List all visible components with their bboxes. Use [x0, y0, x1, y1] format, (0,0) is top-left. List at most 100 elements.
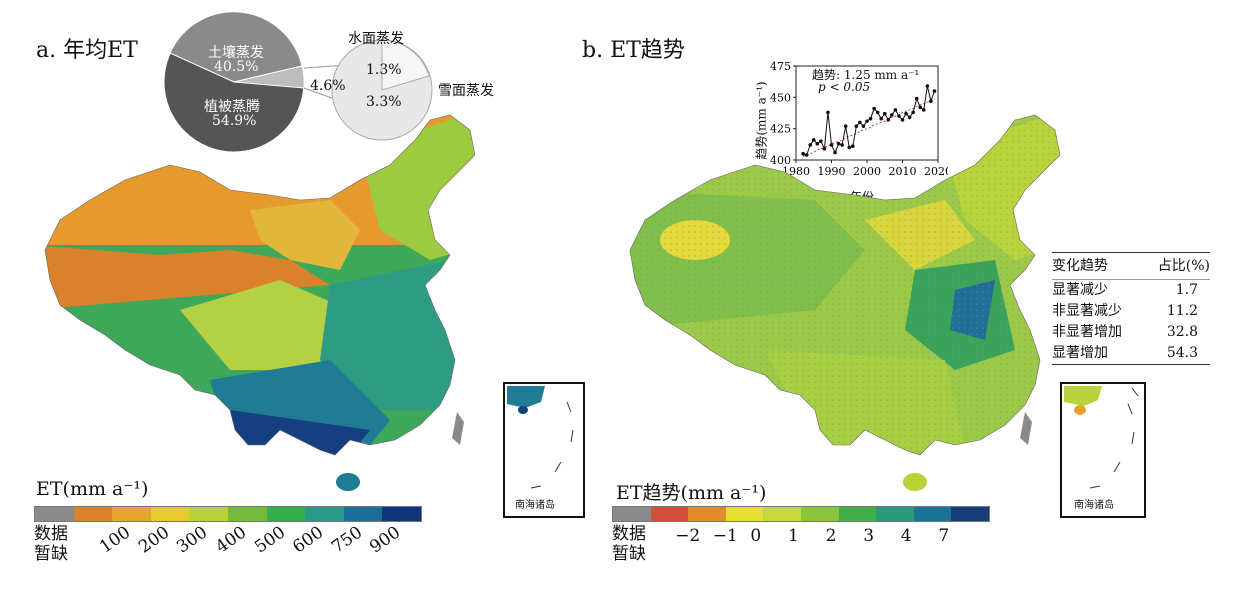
et-data-point — [858, 120, 862, 125]
legend-a-title: ET(mm a⁻¹) — [36, 478, 149, 500]
panel-b-title: b. ET趋势 — [582, 38, 685, 63]
table-cell-label: 非显著减少 — [1052, 303, 1122, 319]
x-tick-label: 2000 — [853, 165, 881, 178]
south-china-sea-inset-a: 南海诸岛 — [503, 382, 585, 518]
colorbar-tick-label: 750 — [327, 522, 367, 558]
colorbar-swatch — [688, 507, 726, 521]
et-data-point — [879, 116, 883, 121]
et-trend-line-chart: 40042545047519801990200020102020 — [770, 60, 948, 178]
colorbar-tick-label: 900 — [366, 522, 405, 558]
et-data-point — [890, 113, 894, 117]
table-row: 显著减少 1.7 — [1052, 280, 1210, 301]
et-data-point — [811, 138, 816, 142]
table-cell-value: 11.2 — [1166, 303, 1198, 319]
colorbar-swatch — [382, 507, 421, 521]
colorbar-tick-label: 500 — [250, 522, 289, 558]
colorbar-swatch — [838, 507, 877, 521]
panel-a-title: a. 年均ET — [36, 38, 138, 63]
colorbar-tick-label: 7 — [938, 526, 950, 546]
table-cell-label: 非显著增加 — [1052, 324, 1122, 340]
et-data-point — [918, 105, 923, 110]
colorbar-swatch — [73, 507, 113, 521]
sub-pie-water — [381, 39, 430, 91]
table-cell-value: 54.3 — [1166, 345, 1198, 361]
inset-label-b: 南海诸岛 — [1074, 500, 1114, 511]
et-data-point — [882, 111, 887, 116]
et-data-point — [804, 153, 809, 157]
colorbar-swatch — [800, 507, 839, 521]
x-tick-label: 2010 — [889, 165, 917, 178]
et-data-point — [822, 146, 827, 151]
colorbar-swatch — [650, 507, 689, 521]
x-tick-label: 1990 — [818, 165, 846, 178]
et-data-point — [875, 110, 880, 115]
trend-line — [802, 98, 935, 157]
et-data-point — [847, 145, 852, 150]
hainan-island-b — [903, 473, 927, 491]
et-data-point — [929, 99, 933, 103]
legend-b-title: ET趋势(mm a⁻¹) — [616, 482, 767, 504]
china-et-map — [44, 114, 476, 491]
sub-pie-label-water: 水面蒸发 — [348, 31, 404, 47]
et-data-point — [922, 108, 926, 112]
pie-label-soil: 土壤蒸发 — [208, 45, 264, 61]
colorbar-swatch — [189, 507, 228, 521]
legend-a-colorbar — [34, 506, 422, 522]
et-data-point — [872, 106, 876, 111]
sub-pie-value-water: 1.3% — [366, 62, 402, 78]
pie-label-transpiration: 植被蒸腾 — [204, 99, 260, 115]
table-row: 显著增加 54.3 — [1052, 343, 1210, 365]
et-data-point — [925, 84, 930, 88]
table-row: 非显著增加 32.8 — [1052, 322, 1210, 343]
y-tick-label: 425 — [770, 123, 791, 136]
et-component-pie — [163, 11, 433, 153]
x-tick-label: 2020 — [924, 165, 948, 178]
et-data-point — [819, 139, 823, 143]
et-data-point — [897, 114, 901, 118]
table-cell-value: 1.7 — [1175, 282, 1198, 298]
et-data-point — [900, 118, 905, 122]
et-data-point — [829, 143, 834, 147]
table-row: 非显著减少 11.2 — [1052, 301, 1210, 322]
et-data-point — [911, 110, 915, 115]
colorbar-tick-label: 1 — [788, 526, 799, 546]
colorbar-tick-label: 4 — [900, 526, 912, 546]
et-data-point — [904, 111, 908, 116]
colorbar-tick-label: 400 — [212, 522, 251, 558]
colorbar-tick-label: 100 — [96, 522, 135, 558]
et-data-point — [815, 141, 820, 146]
et-data-point — [840, 143, 844, 147]
et-data-point — [836, 141, 841, 146]
et-data-point — [808, 143, 812, 147]
south-china-sea-inset-b: 南海诸岛 — [1060, 382, 1146, 518]
et-data-point — [886, 118, 891, 122]
et-data-point — [843, 124, 848, 128]
et-data-point — [833, 150, 837, 155]
table-header-share: 占比(%) — [1157, 258, 1210, 274]
p-value-annotation: p < 0.05 — [818, 80, 871, 94]
colorbar-swatch — [227, 507, 267, 521]
taiwan-island-b — [1020, 412, 1032, 445]
table-cell-value: 32.8 — [1166, 324, 1198, 340]
inset-label-a: 南海诸岛 — [515, 500, 555, 511]
et-data-point — [868, 116, 873, 121]
colorbar-swatch — [613, 507, 651, 521]
legend-a-missing: 数据 暂缺 — [34, 524, 68, 564]
colorbar-tick-label: 0 — [750, 526, 762, 546]
legend-b-colorbar — [612, 506, 990, 522]
colorbar-swatch — [876, 507, 914, 521]
et-data-point — [854, 124, 859, 128]
legend-b-missing: 数据 暂缺 — [612, 524, 646, 564]
colorbar-swatch — [951, 507, 989, 521]
colorbar-tick-label: 3 — [863, 526, 875, 546]
table-header-trend: 变化趋势 — [1052, 258, 1108, 274]
colorbar-swatch — [343, 507, 383, 521]
et-data-point — [801, 151, 805, 156]
et-data-point — [907, 115, 912, 120]
et-data-point — [932, 89, 937, 93]
colorbar-swatch — [913, 507, 952, 521]
et-data-point — [893, 108, 898, 112]
taiwan-island — [452, 412, 464, 445]
colorbar-swatch — [112, 507, 151, 521]
trend-proportion-table: 变化趋势 占比(%) 显著减少 1.7 非显著减少 11.2 非显著增加 32.… — [1052, 252, 1210, 365]
